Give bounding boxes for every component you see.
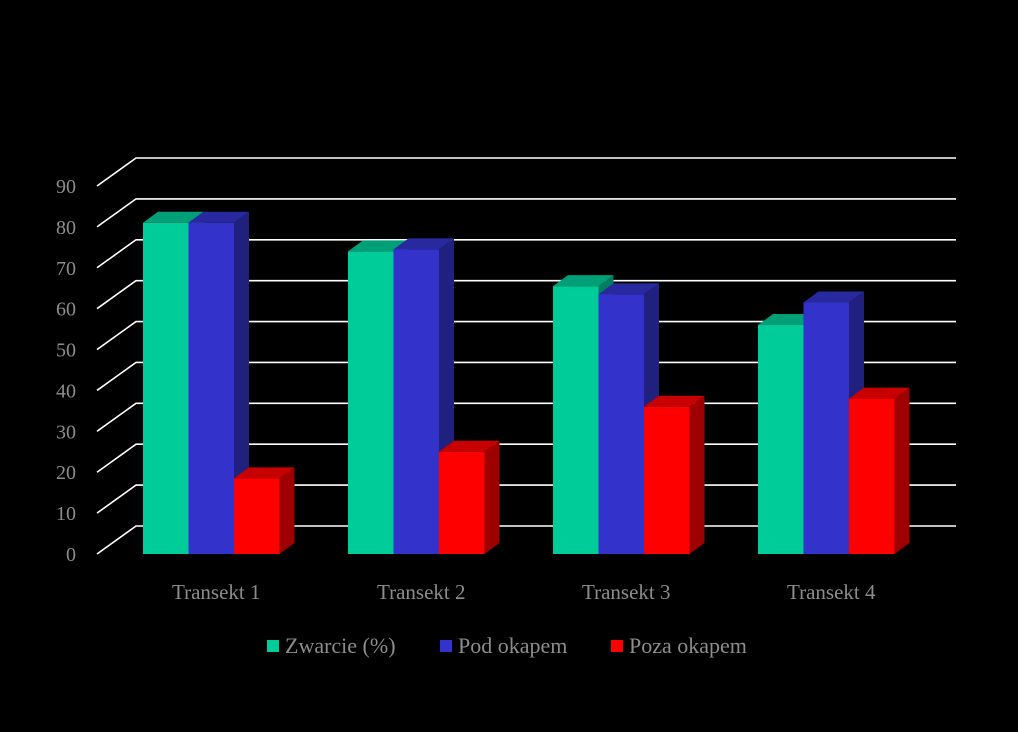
bar-front: [234, 478, 280, 554]
bar-side: [689, 395, 705, 554]
legend: Zwarcie (%) Pod okapem Poza okapem: [267, 633, 747, 658]
bar-top: [644, 395, 705, 407]
y-tick-label: 80: [56, 217, 76, 239]
bar-top: [188, 211, 249, 223]
y-tick-label: 10: [56, 503, 76, 525]
bar-side: [484, 440, 500, 554]
bar-front: [849, 398, 895, 554]
bar-front: [393, 249, 439, 554]
bar-front: [348, 251, 394, 554]
bars: [143, 211, 910, 555]
bar-front: [188, 222, 234, 555]
y-tick-label: 50: [56, 340, 76, 362]
gridline: [96, 198, 956, 228]
legend-swatch: [267, 640, 279, 652]
x-category-label: Transekt 4: [787, 580, 876, 604]
gridline: [96, 238, 956, 269]
y-tick-label: 90: [56, 176, 76, 198]
y-tick-label: 40: [56, 380, 76, 402]
legend-label: Poza okapem: [629, 633, 747, 658]
bar: [188, 211, 249, 555]
bar-side: [279, 467, 295, 554]
bar-top: [758, 314, 819, 326]
bar-top: [803, 291, 864, 303]
bar: [439, 440, 500, 554]
bar-front: [758, 325, 804, 554]
y-tick-label: 70: [56, 258, 76, 280]
gridline: [96, 320, 956, 351]
x-category-label: Transekt 1: [172, 580, 260, 604]
y-tick-label: 60: [56, 299, 76, 321]
y-tick-label: 0: [66, 544, 76, 566]
gridlines: [96, 157, 956, 555]
gridline: [96, 279, 956, 310]
bar-top: [234, 467, 295, 479]
gridline: [96, 157, 956, 187]
bar-side: [234, 211, 249, 555]
gridline: [96, 361, 956, 392]
legend-swatch: [440, 640, 452, 652]
x-category-label: Transekt 3: [582, 580, 670, 604]
bar-front: [803, 302, 849, 554]
bar-front: [439, 451, 485, 554]
legend-item: Poza okapem: [611, 633, 747, 658]
legend-label: Pod okapem: [458, 633, 567, 658]
bar-front: [143, 222, 189, 555]
bar-top: [348, 240, 409, 252]
bar: [234, 467, 295, 554]
bar-top: [553, 275, 614, 287]
bar-side: [894, 387, 910, 554]
legend-item: Pod okapem: [440, 633, 567, 658]
bar-front: [644, 406, 690, 554]
y-tick-label: 20: [56, 462, 76, 484]
bar-top: [143, 211, 204, 223]
legend-item: Zwarcie (%): [267, 633, 396, 658]
x-category-label: Transekt 2: [377, 580, 465, 604]
bar-top: [849, 387, 910, 399]
y-axis-ticks: 0 10 20 30 40 50 60 70 80 90: [56, 176, 76, 566]
bar-top: [439, 440, 500, 452]
bar-front: [553, 286, 599, 554]
bar-top: [393, 238, 454, 250]
x-axis-categories: Transekt 1 Transekt 2 Transekt 3 Transekt 4: [172, 580, 876, 604]
y-tick-label: 30: [56, 421, 76, 443]
bar-top: [598, 283, 659, 295]
legend-label: Zwarcie (%): [285, 633, 396, 658]
bar-front: [598, 294, 644, 554]
legend-swatch: [611, 640, 623, 652]
bar: [644, 395, 705, 554]
bar: [849, 387, 910, 554]
